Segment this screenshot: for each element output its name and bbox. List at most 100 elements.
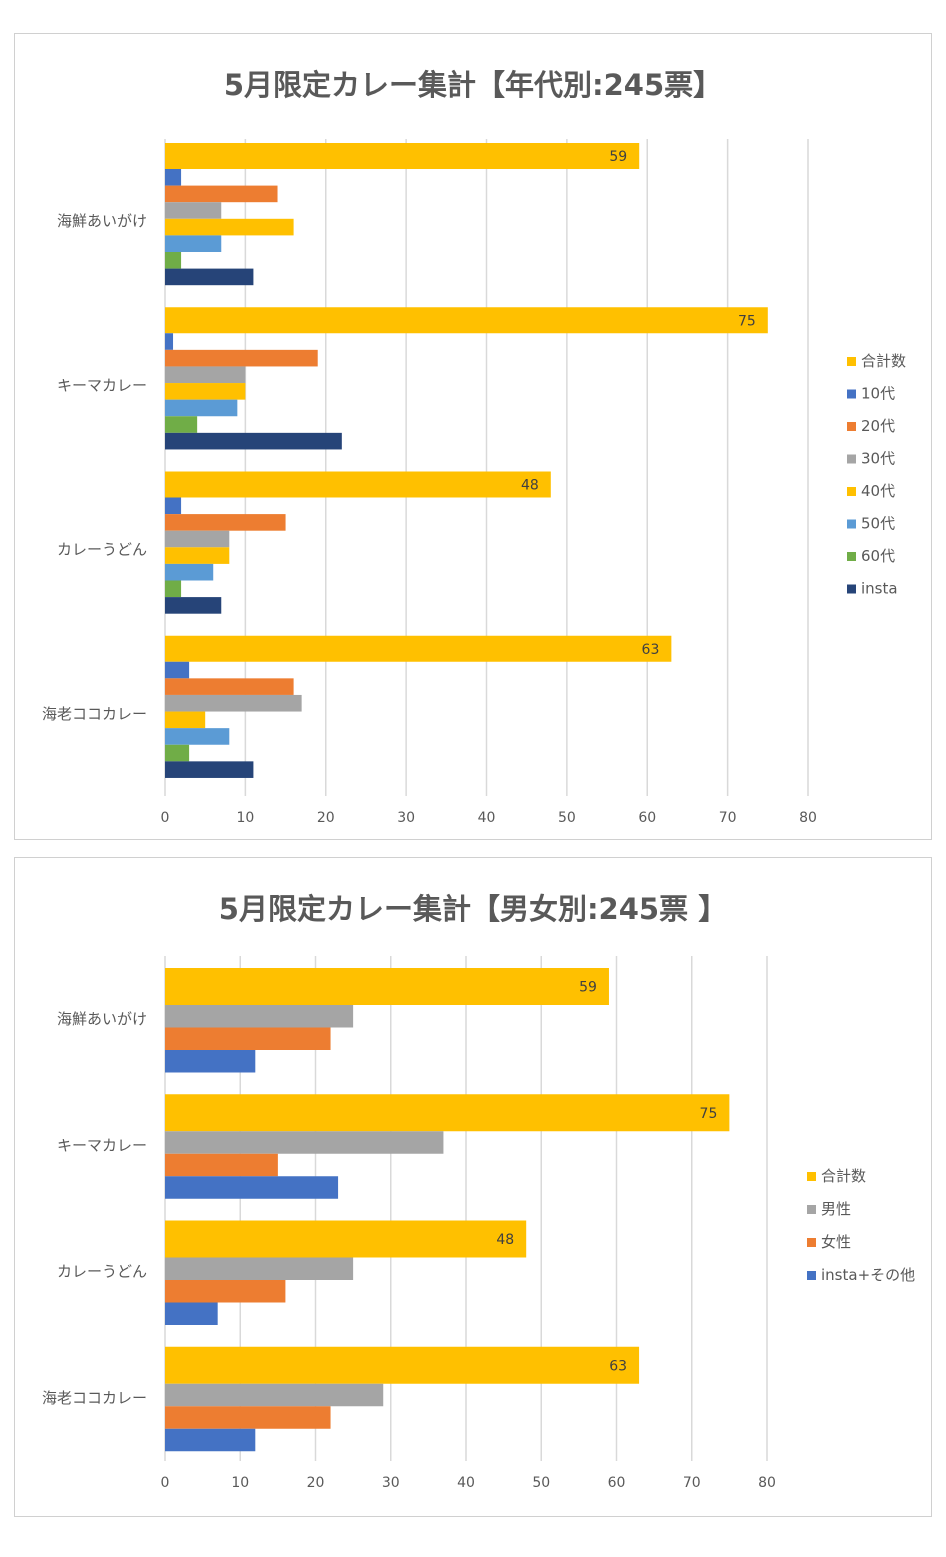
bar-合計数 [165, 1220, 527, 1258]
x-tick-label: 40 [457, 1475, 475, 1491]
legend-swatch [807, 1205, 816, 1214]
bar-50代 [165, 563, 214, 581]
data-label: 48 [496, 1232, 514, 1248]
data-label: 63 [642, 642, 660, 658]
data-label: 48 [521, 478, 539, 494]
bar-40代 [165, 547, 230, 564]
bar-60代 [165, 416, 198, 433]
bar-insta+その他 [165, 1050, 256, 1073]
category-label: 海鮮あいがけ [57, 1010, 147, 1028]
bar-30代 [165, 366, 246, 384]
x-tick-label: 0 [161, 810, 170, 826]
x-tick-label: 40 [478, 810, 496, 826]
legend-label: 合計数 [861, 352, 906, 370]
bar-insta [165, 432, 342, 450]
bar-60代 [165, 252, 182, 269]
x-tick-label: 10 [236, 810, 254, 826]
legend-label: 40代 [861, 482, 895, 500]
x-tick-label: 30 [382, 1475, 400, 1491]
category-label: カレーうどん [57, 1263, 147, 1281]
bar-40代 [165, 711, 206, 729]
legend-swatch [847, 454, 856, 464]
bar-合計数 [165, 1346, 640, 1384]
bar-男性 [165, 1257, 354, 1280]
category-label: 海老ココカレー [42, 705, 147, 723]
legend-swatch [847, 357, 856, 366]
bar-20代 [165, 514, 286, 531]
legend-label: 20代 [861, 417, 895, 435]
chart-title: 5月限定カレー集計【年代別:245票】 [223, 68, 723, 102]
legend-swatch [847, 552, 856, 561]
age-chart-svg: 0 10 20 30 40 50 60 70 80 海鮮あいがけ 59 キーマカレー 75 カレーうどん 4… [42, 139, 906, 826]
category-label: 海鮮あいがけ [57, 212, 147, 230]
bar-40代 [165, 218, 294, 236]
category-label: キーマカレー [57, 376, 147, 394]
bar-女性 [165, 1153, 278, 1177]
bar-10代 [165, 661, 190, 679]
legend-swatch [807, 1238, 816, 1247]
bar-50代 [165, 728, 230, 745]
bar-60代 [165, 744, 190, 762]
bar-50代 [165, 399, 238, 417]
bar-insta [165, 761, 254, 778]
legend-label: insta+その他 [821, 1266, 915, 1284]
bar-10代 [165, 169, 182, 186]
bar-insta+その他 [165, 1302, 218, 1325]
bar-10代 [165, 333, 174, 350]
x-tick-label: 50 [532, 1475, 550, 1491]
bar-20代 [165, 678, 294, 695]
bar-合計数 [165, 471, 551, 498]
legend-swatch [807, 1172, 816, 1181]
category-label: カレーうどん [57, 541, 147, 559]
gender-chart-panel: 5月限定カレー集計【男女別:245票 】 0 10 20 30 40 50 60 70 80 海鮮… [14, 857, 932, 1517]
bar-女性 [165, 1406, 331, 1429]
bar-30代 [165, 694, 302, 712]
bar-合計数 [165, 307, 768, 334]
bar-50代 [165, 235, 222, 252]
data-label: 63 [609, 1358, 627, 1374]
bar-10代 [165, 497, 182, 515]
legend-swatch [847, 422, 856, 431]
x-tick-label: 80 [799, 810, 817, 826]
bar-女性 [165, 1027, 331, 1050]
data-label: 59 [609, 149, 627, 165]
legend-swatch [847, 584, 856, 594]
bar-合計数 [165, 968, 609, 1005]
chart-title: 5月限定カレー集計【男女別:245票 】 [218, 892, 728, 926]
legend-label: 10代 [861, 385, 895, 403]
bar-男性 [165, 1383, 384, 1407]
legend-label: 女性 [821, 1233, 851, 1251]
bar-男性 [165, 1131, 444, 1154]
legend-label: 30代 [861, 450, 895, 468]
x-tick-label: 10 [231, 1475, 249, 1491]
bar-合計数 [165, 635, 672, 662]
x-tick-label: 20 [307, 1475, 325, 1491]
legend-swatch [847, 519, 856, 529]
bar-20代 [165, 185, 278, 203]
bar-insta [165, 268, 254, 286]
x-tick-label: 50 [558, 810, 576, 826]
bar-合計数 [165, 1094, 730, 1132]
bar-20代 [165, 349, 318, 367]
x-tick-label: 70 [719, 810, 737, 826]
bar-insta [165, 597, 222, 614]
legend-label: 合計数 [821, 1167, 866, 1185]
data-label: 59 [579, 980, 597, 996]
data-label: 75 [738, 313, 756, 329]
legend-label: 60代 [861, 547, 895, 565]
category-label: 海老ココカレー [42, 1389, 147, 1407]
bar-40代 [165, 383, 246, 400]
bar-60代 [165, 580, 182, 598]
bar-合計数 [165, 143, 640, 169]
category-label: キーマカレー [57, 1136, 147, 1154]
legend-label: 男性 [821, 1200, 851, 1218]
x-tick-label: 70 [683, 1475, 701, 1491]
x-tick-label: 60 [638, 810, 656, 826]
bar-男性 [165, 1005, 354, 1028]
age-chart-panel: 5月限定カレー集計【年代別:245票】 0 10 20 30 40 50 60 70 80 海鮮あ… [14, 33, 932, 840]
bar-insta+その他 [165, 1428, 256, 1452]
x-tick-label: 60 [608, 1475, 626, 1491]
legend-label: 50代 [861, 515, 895, 533]
x-tick-label: 30 [397, 810, 415, 826]
x-tick-label: 80 [758, 1475, 776, 1491]
